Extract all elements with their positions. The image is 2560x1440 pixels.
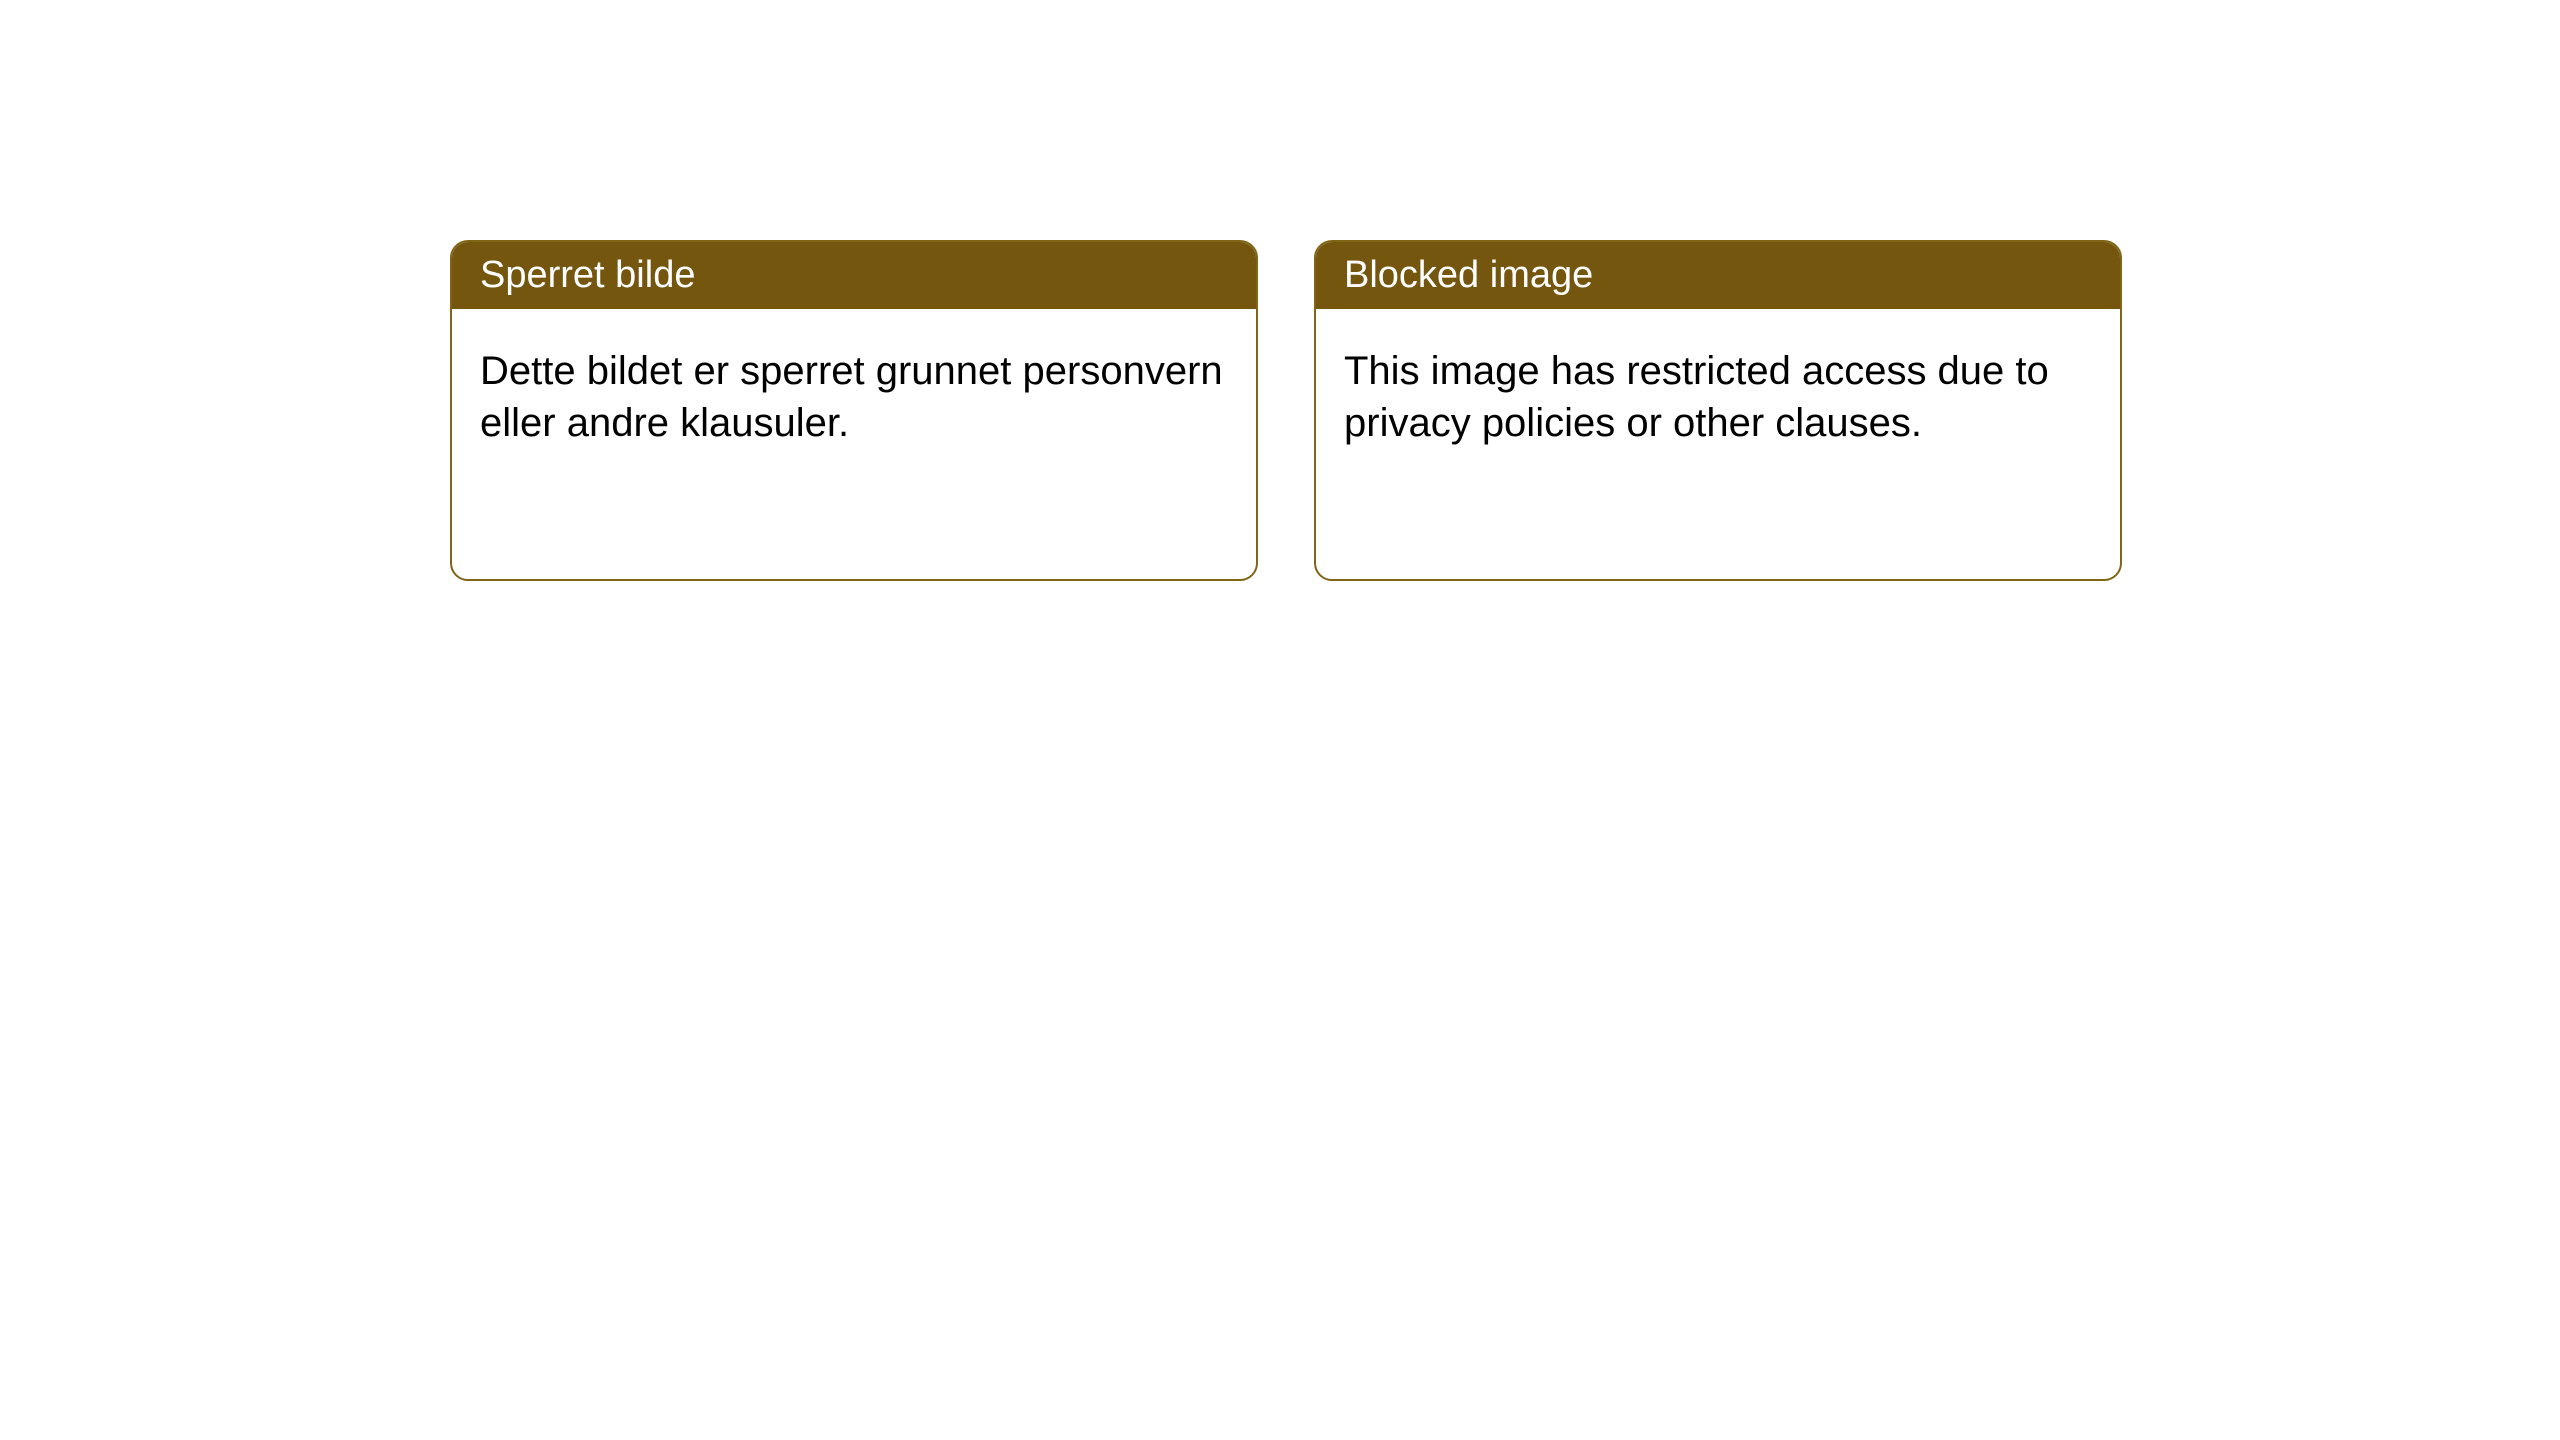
card-body: Dette bildet er sperret grunnet personve… [452,309,1256,579]
card-header: Sperret bilde [452,242,1256,309]
blocked-image-card-no: Sperret bilde Dette bildet er sperret gr… [450,240,1258,581]
card-title: Sperret bilde [480,254,695,296]
card-body-text: This image has restricted access due to … [1344,349,2049,445]
cards-container: Sperret bilde Dette bildet er sperret gr… [0,0,2560,581]
card-title: Blocked image [1344,254,1593,296]
blocked-image-card-en: Blocked image This image has restricted … [1314,240,2122,581]
card-header: Blocked image [1316,242,2120,309]
card-body-text: Dette bildet er sperret grunnet personve… [480,349,1223,445]
card-body: This image has restricted access due to … [1316,309,2120,579]
